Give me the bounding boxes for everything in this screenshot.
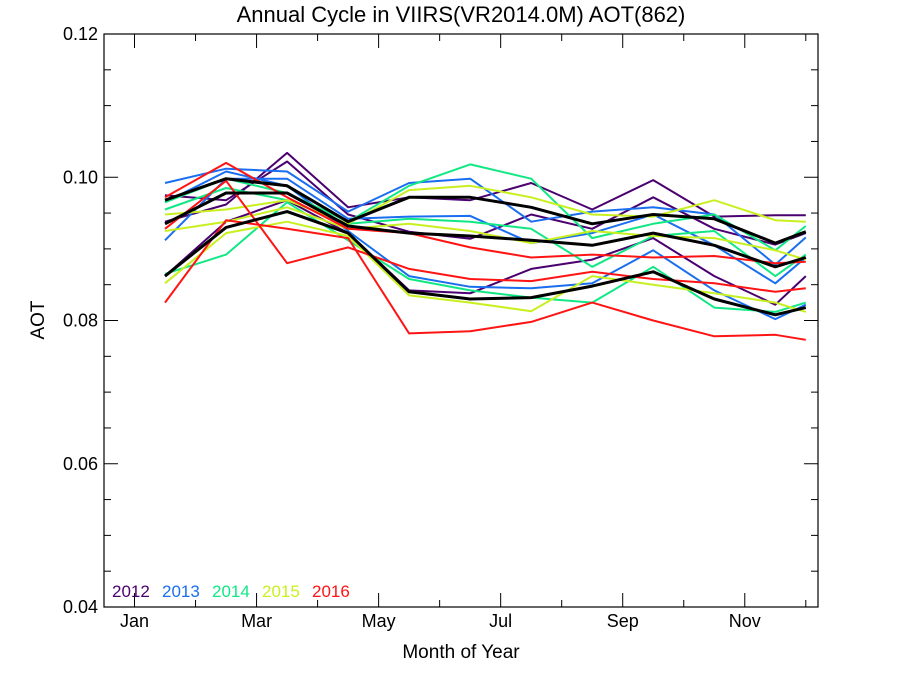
series-line-14 — [164, 219, 806, 341]
series-line-4 — [164, 177, 807, 285]
x-tick-label: Jul — [489, 611, 512, 631]
legend-item-2014: 2014 — [212, 582, 250, 601]
y-tick-label: 0.10 — [63, 167, 98, 187]
x-tick-label: Jan — [120, 611, 149, 631]
y-axis-label: AOT — [28, 300, 49, 339]
y-tick-label: 0.04 — [63, 597, 98, 617]
x-tick-label: May — [362, 611, 396, 631]
plot-frame — [103, 33, 819, 608]
series-line-8 — [164, 201, 807, 313]
series-line-1 — [164, 160, 807, 246]
x-tick-label: Mar — [241, 611, 272, 631]
y-tick-label: 0.12 — [63, 24, 98, 44]
series-line-16 — [164, 191, 807, 269]
x-axis-label: Month of Year — [402, 642, 520, 663]
y-tick-label: 0.06 — [63, 454, 98, 474]
x-tick-label: Sep — [607, 611, 639, 631]
chart-title: Annual Cycle in VIIRS(VR2014.0M) AOT(862… — [237, 2, 686, 27]
series-line-13 — [164, 179, 806, 293]
series-line-9 — [164, 184, 806, 225]
series-line-2 — [164, 199, 807, 306]
series-line-15 — [164, 177, 807, 245]
series-line-11 — [164, 220, 807, 313]
y-tick-label: 0.08 — [63, 311, 98, 331]
plot-area: 0.04 0.06 0.08 0.10 0.12 Jan Mar May Jul Sep Nov 20… — [63, 24, 819, 631]
legend-item-2012: 2012 — [112, 582, 150, 601]
x-tick-label: Nov — [729, 611, 761, 631]
legend-item-2015: 2015 — [262, 582, 300, 601]
series-line-7 — [164, 187, 807, 278]
legend-item-2013: 2013 — [162, 582, 200, 601]
series-line-17 — [164, 210, 807, 317]
legend-item-2016: 2016 — [312, 582, 350, 601]
